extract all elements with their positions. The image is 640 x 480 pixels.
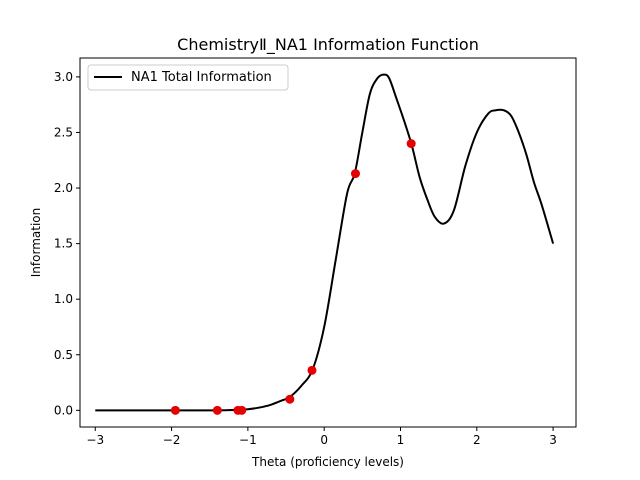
x-tick-label: 1 (397, 433, 405, 447)
data-point (350, 169, 360, 179)
y-tick-label: 0.0 (54, 403, 73, 417)
x-tick-label: −2 (163, 433, 181, 447)
y-tick-label: 1.5 (54, 237, 73, 251)
data-point (307, 365, 317, 375)
x-tick-label: −1 (239, 433, 257, 447)
data-point (285, 394, 295, 404)
chart-title: ChemistryⅡ_NA1 Information Function (177, 35, 479, 55)
legend-entry-total-information: NA1 Total Information (131, 70, 272, 85)
plot-area (79, 57, 577, 428)
y-tick-label: 2.0 (54, 181, 73, 195)
x-tick-label: −3 (86, 433, 104, 447)
data-point (212, 405, 222, 415)
legend: NA1 Total Information (87, 64, 289, 91)
y-axis: 0.0 0.5 1.0 1.5 2.0 2.5 3.0 (54, 70, 80, 417)
x-tick-label: 0 (320, 433, 328, 447)
y-tick-label: 2.5 (54, 125, 73, 139)
legend-box (87, 64, 289, 91)
x-tick-label: 3 (549, 433, 557, 447)
y-axis-label: Information (29, 208, 43, 277)
information-curve (95, 73, 555, 412)
data-point (170, 405, 180, 415)
x-axis: −3 −2 −1 0 1 2 3 (86, 427, 557, 447)
y-tick-label: 0.5 (54, 348, 73, 362)
data-point (406, 139, 416, 149)
x-axis-label: Theta (proficiency levels) (251, 455, 404, 469)
y-tick-label: 1.0 (54, 292, 73, 306)
x-tick-label: 2 (473, 433, 481, 447)
series-layer (95, 73, 555, 415)
y-tick-label: 3.0 (54, 70, 73, 84)
data-point (237, 405, 247, 415)
